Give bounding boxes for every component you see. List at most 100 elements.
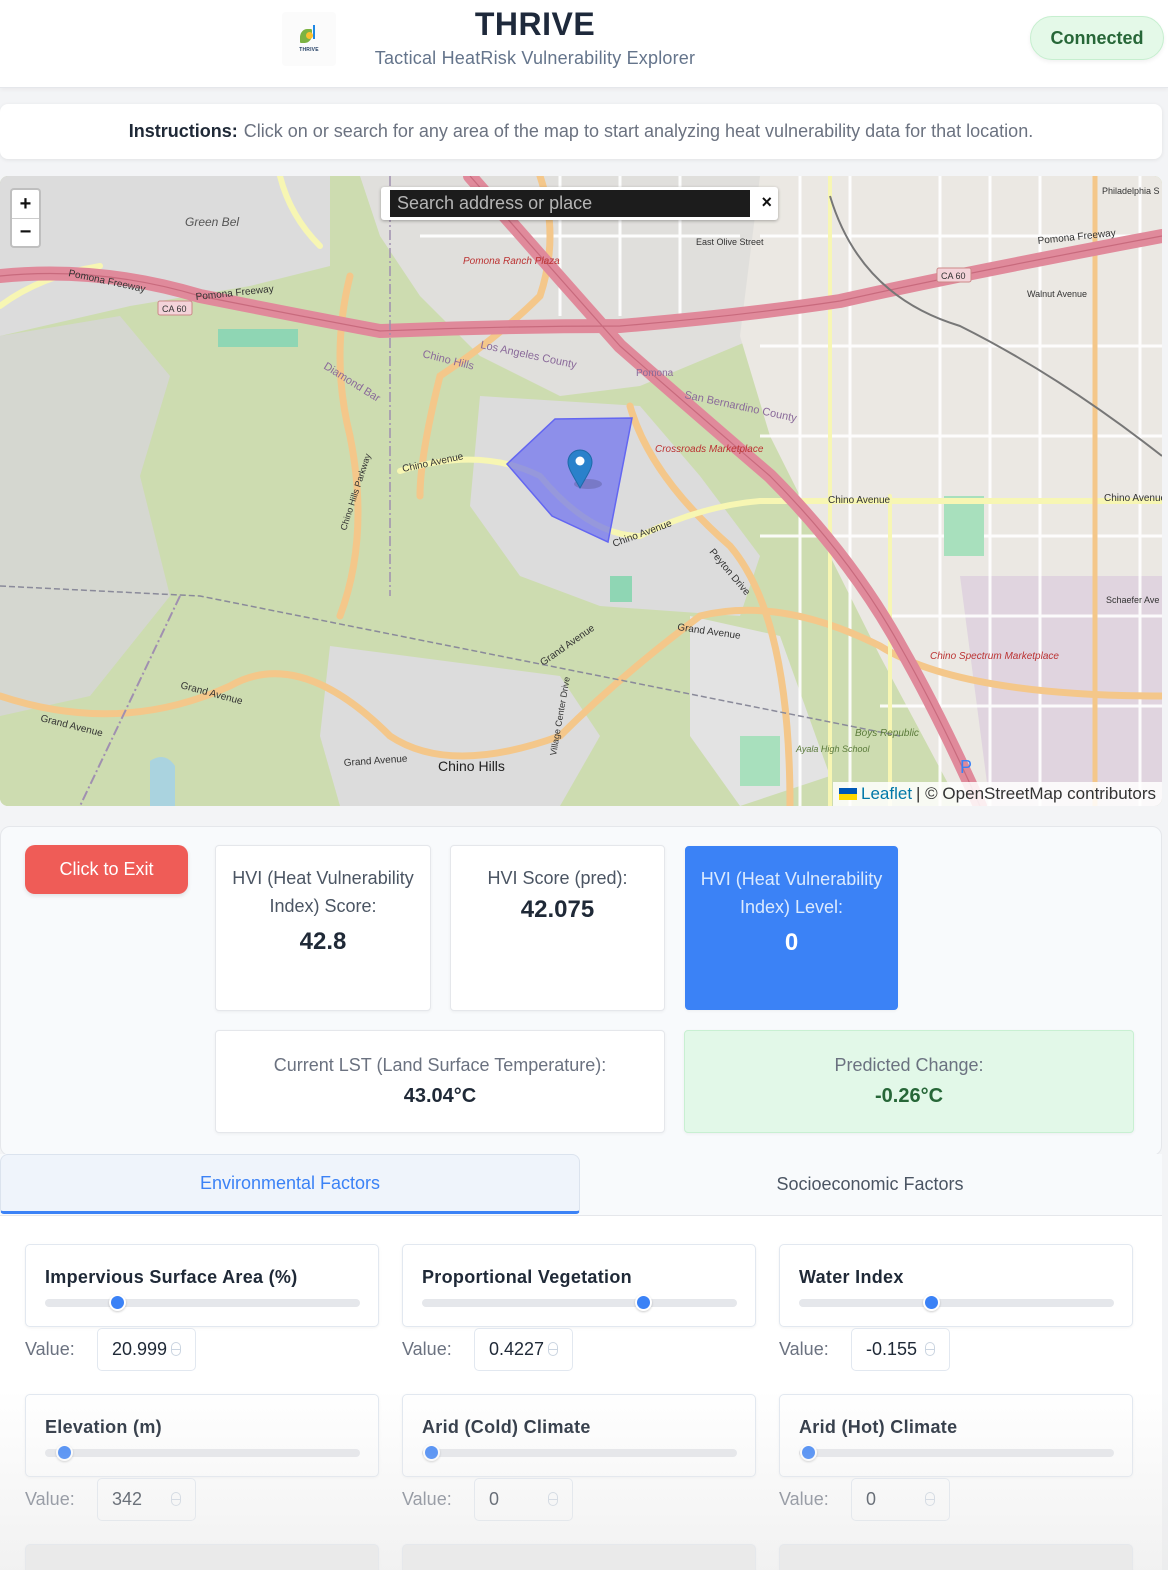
- current-lst-value: 43.04°C: [403, 1085, 477, 1107]
- spinner-icon[interactable]: [548, 1491, 558, 1506]
- svg-text:Schaefer Ave: Schaefer Ave: [1106, 595, 1159, 605]
- spinner-icon[interactable]: [171, 1491, 181, 1506]
- factor-label: Elevation (m): [45, 1417, 162, 1437]
- slider-thumb[interactable]: [55, 1444, 73, 1461]
- factor-arid-cold-climate: Arid (Cold) Climate: [402, 1394, 756, 1477]
- tab-socioeconomic-factors[interactable]: Socioeconomic Factors: [776, 1173, 964, 1194]
- leaflet-link[interactable]: Leaflet: [861, 784, 913, 803]
- svg-text:Ayala High School: Ayala High School: [795, 744, 870, 754]
- factor-card-partial: [402, 1544, 756, 1570]
- location-marker-icon: [567, 449, 602, 490]
- water-index-value-row: Value: -0.155: [779, 1327, 950, 1371]
- value-label: Value:: [25, 1488, 75, 1509]
- instructions-label: Instructions:: [128, 121, 238, 141]
- slider-thumb[interactable]: [800, 1444, 818, 1461]
- svg-text:Chino Avenue: Chino Avenue: [828, 495, 891, 506]
- water-index-slider[interactable]: [799, 1294, 1114, 1311]
- svg-text:Chino Avenue: Chino Avenue: [1104, 493, 1162, 504]
- hvi-score-label: HVI (Heat Vulnerability Index) Score:: [232, 868, 414, 916]
- osm-attribution-text: | © OpenStreetMap contributors: [916, 784, 1156, 803]
- slider-thumb[interactable]: [634, 1294, 652, 1311]
- svg-text:Pomona Ranch Plaza: Pomona Ranch Plaza: [463, 256, 560, 267]
- arid-hot-input[interactable]: 0: [851, 1477, 950, 1521]
- thrive-logo: THRIVE: [282, 12, 336, 66]
- svg-text:Walnut Avenue: Walnut Avenue: [1027, 289, 1087, 299]
- elevation-slider[interactable]: [45, 1444, 360, 1461]
- arid-cold-slider[interactable]: [422, 1444, 737, 1461]
- instructions-text: Click on or search for any area of the m…: [243, 121, 1034, 141]
- app-title: THRIVE: [474, 6, 596, 42]
- arid-hot-value-row: Value: 0: [779, 1477, 950, 1521]
- factor-water-index: Water Index: [779, 1244, 1133, 1327]
- svg-text:CA 60: CA 60: [941, 271, 966, 281]
- tab-environmental-factors[interactable]: Environmental Factors: [0, 1154, 580, 1214]
- zoom-out-button[interactable]: −: [12, 218, 39, 246]
- logo-text: THRIVE: [299, 47, 319, 53]
- ukraine-flag-icon: [839, 788, 857, 800]
- slider-thumb[interactable]: [109, 1294, 127, 1311]
- impervious-surface-value-row: Value: 20.999: [25, 1327, 196, 1371]
- svg-text:Crossroads Marketplace: Crossroads Marketplace: [655, 444, 764, 455]
- predicted-change-card: Predicted Change: -0.26°C: [684, 1030, 1134, 1133]
- spinner-icon[interactable]: [171, 1341, 181, 1356]
- hvi-pred-value: 42.075: [520, 896, 595, 923]
- factor-label: Proportional Vegetation: [422, 1267, 632, 1287]
- svg-text:CA 60: CA 60: [162, 304, 187, 314]
- elevation-value-row: Value: 342: [25, 1477, 196, 1521]
- spinner-icon[interactable]: [925, 1491, 935, 1506]
- slider-thumb[interactable]: [423, 1444, 441, 1461]
- connection-status-badge: Connected: [1030, 16, 1164, 60]
- leaf-sun-icon: [298, 25, 320, 45]
- factor-label: Water Index: [799, 1267, 904, 1287]
- exit-button[interactable]: Click to Exit: [25, 845, 188, 894]
- value-label: Value:: [402, 1488, 452, 1509]
- app-subtitle: Tactical HeatRisk Vulnerability Explorer: [374, 48, 696, 68]
- factor-proportional-vegetation: Proportional Vegetation: [402, 1244, 756, 1327]
- instructions-banner: Instructions: Click on or search for any…: [0, 104, 1162, 159]
- map-attribution: Leaflet | © OpenStreetMap contributors: [833, 782, 1162, 806]
- svg-text:Pomona: Pomona: [636, 368, 674, 379]
- hvi-level-value: 0: [784, 929, 799, 956]
- svg-text:East Olive Street: East Olive Street: [696, 237, 764, 247]
- map-search-box: ×: [381, 187, 778, 220]
- factor-elevation: Elevation (m): [25, 1394, 379, 1477]
- value-label: Value:: [779, 1488, 829, 1509]
- map-container[interactable]: Green Bel Pomona Freeway Pomona Freeway …: [0, 176, 1162, 806]
- svg-text:Chino Spectrum Marketplace: Chino Spectrum Marketplace: [930, 651, 1059, 662]
- svg-text:Chino Hills: Chino Hills: [438, 758, 505, 774]
- arid-cold-input[interactable]: 0: [474, 1477, 573, 1521]
- arid-hot-slider[interactable]: [799, 1444, 1114, 1461]
- vegetation-value-row: Value: 0.4227: [402, 1327, 573, 1371]
- svg-text:Grand Avenue: Grand Avenue: [343, 754, 408, 769]
- value-label: Value:: [25, 1338, 75, 1359]
- water-index-input[interactable]: -0.155: [851, 1327, 950, 1371]
- hvi-pred-label: HVI Score (pred):: [487, 868, 628, 888]
- search-input[interactable]: [390, 190, 750, 217]
- svg-text:Green Bel: Green Bel: [185, 215, 239, 229]
- map-tiles[interactable]: Green Bel Pomona Freeway Pomona Freeway …: [0, 176, 1162, 806]
- slider-thumb[interactable]: [923, 1294, 941, 1311]
- arid-cold-value-row: Value: 0: [402, 1477, 573, 1521]
- vegetation-slider[interactable]: [422, 1294, 737, 1311]
- hvi-pred-card: HVI Score (pred): 42.075: [450, 845, 665, 1011]
- factor-card-partial: [779, 1544, 1133, 1570]
- factor-tabs: Environmental Factors Socioeconomic Fact…: [0, 1154, 1162, 1216]
- factor-label: Arid (Cold) Climate: [422, 1417, 591, 1437]
- predicted-change-label: Predicted Change:: [834, 1055, 984, 1075]
- svg-text:P: P: [960, 757, 972, 777]
- map-zoom-control: + −: [10, 188, 41, 248]
- factor-arid-hot-climate: Arid (Hot) Climate: [779, 1394, 1133, 1477]
- impervious-surface-input[interactable]: 20.999: [97, 1327, 196, 1371]
- close-icon[interactable]: ×: [761, 192, 772, 212]
- zoom-in-button[interactable]: +: [19, 192, 32, 215]
- elevation-input[interactable]: 342: [97, 1477, 196, 1521]
- svg-text:Philadelphia S: Philadelphia S: [1102, 186, 1160, 196]
- spinner-icon[interactable]: [925, 1341, 935, 1356]
- impervious-surface-slider[interactable]: [45, 1294, 360, 1311]
- vegetation-input[interactable]: 0.4227: [474, 1327, 573, 1371]
- factor-impervious-surface: Impervious Surface Area (%): [25, 1244, 379, 1327]
- predicted-change-value: -0.26°C: [874, 1085, 944, 1107]
- spinner-icon[interactable]: [548, 1341, 558, 1356]
- svg-text:Boys Republic: Boys Republic: [855, 728, 919, 739]
- current-lst-card: Current LST (Land Surface Temperature): …: [215, 1030, 665, 1133]
